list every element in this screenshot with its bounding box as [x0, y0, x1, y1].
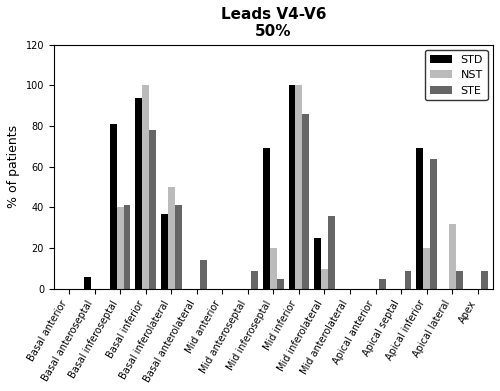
Bar: [270, 248, 277, 289]
Bar: [174, 205, 182, 289]
Legend: STD, NST, STE: STD, NST, STE: [425, 50, 488, 100]
Bar: [423, 248, 430, 289]
Bar: [124, 205, 130, 289]
Bar: [110, 124, 116, 289]
Bar: [314, 238, 321, 289]
Bar: [302, 114, 310, 289]
Bar: [404, 271, 411, 289]
Bar: [200, 260, 207, 289]
Bar: [296, 85, 302, 289]
Bar: [116, 208, 123, 289]
Bar: [252, 271, 258, 289]
Bar: [84, 277, 91, 289]
Bar: [379, 279, 386, 289]
Bar: [142, 85, 149, 289]
Bar: [263, 149, 270, 289]
Bar: [321, 269, 328, 289]
Bar: [136, 98, 142, 289]
Y-axis label: % of patients: % of patients: [7, 125, 20, 208]
Bar: [448, 224, 456, 289]
Bar: [328, 215, 335, 289]
Title: Leads V4-V6
50%: Leads V4-V6 50%: [220, 7, 326, 39]
Bar: [430, 159, 437, 289]
Bar: [416, 149, 423, 289]
Bar: [149, 130, 156, 289]
Bar: [481, 271, 488, 289]
Bar: [168, 187, 174, 289]
Bar: [456, 271, 462, 289]
Bar: [277, 279, 283, 289]
Bar: [161, 213, 168, 289]
Bar: [288, 85, 296, 289]
